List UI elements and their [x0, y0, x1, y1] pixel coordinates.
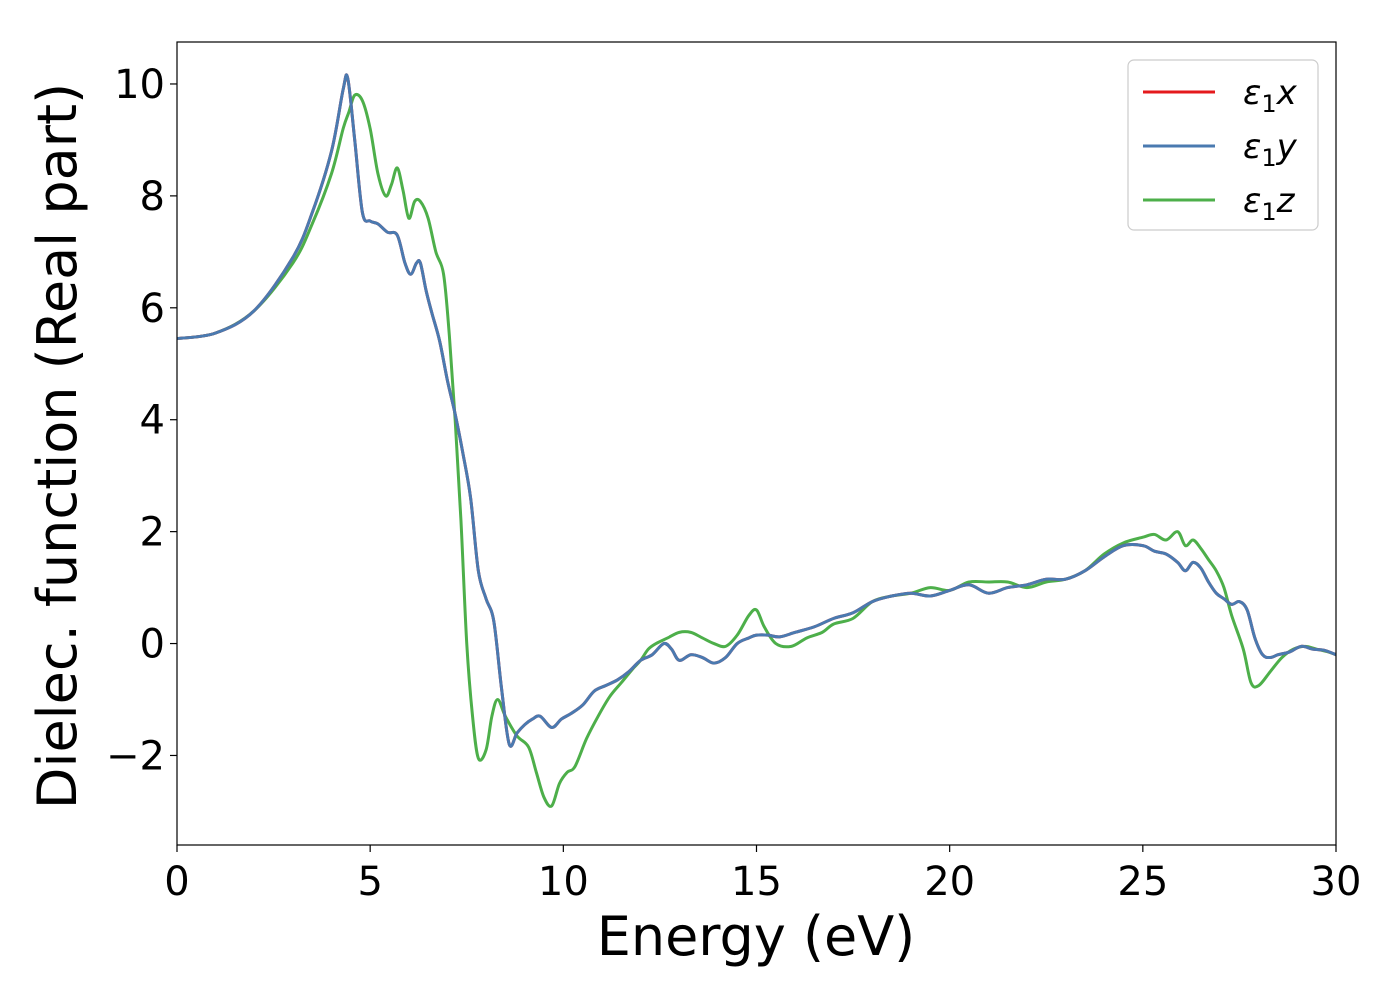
x-tick-label: 0 — [164, 859, 189, 905]
y-tick-label: 4 — [140, 398, 165, 444]
x-tick-label: 20 — [924, 859, 975, 905]
x-tick-label: 25 — [1117, 859, 1168, 905]
series-layer — [177, 73, 1336, 808]
legend-label-y: ε1y — [1243, 127, 1298, 172]
legend-box — [1127, 59, 1319, 231]
y-axis-label: Dielec. function (Real part) — [26, 83, 89, 809]
series-line-y — [177, 73, 1336, 748]
x-tick-label: 5 — [357, 859, 382, 905]
legend-label-z: ε1z — [1243, 181, 1296, 226]
y-tick-label: 2 — [140, 510, 165, 556]
legend-label-x: ε1x — [1243, 73, 1298, 118]
x-axis: 0 5 10 15 20 25 30 — [164, 845, 1361, 905]
x-tick-label: 10 — [538, 859, 589, 905]
y-axis: −2 0 2 4 6 8 10 — [106, 62, 177, 779]
legend: ε1x ε1y ε1z — [1127, 59, 1319, 231]
y-tick-label: 0 — [140, 622, 165, 668]
y-tick-label: 6 — [140, 286, 165, 332]
y-tick-label: −2 — [106, 733, 165, 779]
x-tick-label: 15 — [731, 859, 782, 905]
x-axis-label: Energy (eV) — [597, 905, 916, 968]
y-tick-label: 8 — [140, 174, 165, 220]
series-line-z — [177, 92, 1336, 808]
y-tick-label: 10 — [114, 62, 165, 108]
x-tick-label: 30 — [1311, 859, 1362, 905]
